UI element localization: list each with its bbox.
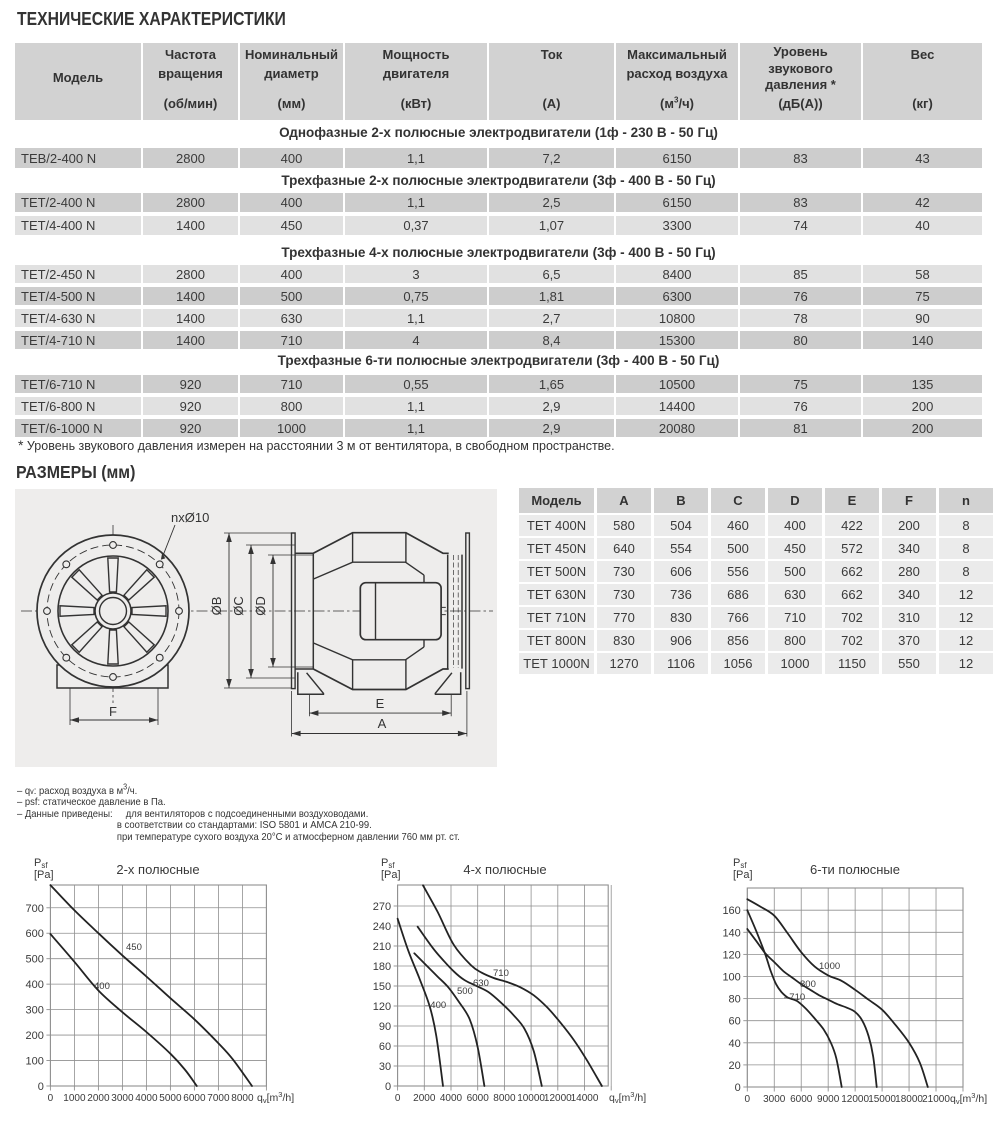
svg-text:60: 60	[379, 1041, 391, 1053]
svg-text:[Pa]: [Pa]	[381, 869, 401, 881]
svg-text:0: 0	[48, 1093, 54, 1104]
svg-text:qv[m3/h]: qv[m3/h]	[950, 1091, 987, 1106]
svg-text:E: E	[376, 696, 385, 711]
svg-text:710: 710	[493, 968, 509, 979]
svg-text:0: 0	[395, 1093, 401, 1104]
svg-text:–400: –400	[425, 1000, 446, 1011]
svg-text:600: 600	[26, 928, 44, 940]
svg-text:ØD: ØD	[253, 596, 268, 616]
svg-text:450: 450	[126, 942, 142, 953]
svg-text:10000: 10000	[517, 1093, 545, 1104]
svg-text:40: 40	[729, 1038, 741, 1050]
svg-text:20: 20	[729, 1060, 741, 1072]
svg-text:21000: 21000	[922, 1094, 950, 1105]
svg-text:0: 0	[38, 1081, 44, 1093]
svg-text:180: 180	[373, 961, 391, 973]
svg-text:630: 630	[473, 978, 489, 989]
svg-text:120: 120	[722, 949, 740, 961]
svg-text:2-х полюсные: 2-х полюсные	[116, 862, 199, 877]
svg-text:3000: 3000	[111, 1093, 134, 1104]
svg-text:7000: 7000	[207, 1093, 230, 1104]
svg-text:F: F	[109, 704, 117, 719]
svg-text:qv[m3/h]: qv[m3/h]	[257, 1090, 294, 1105]
svg-text:240: 240	[373, 921, 391, 933]
svg-text:18000: 18000	[895, 1094, 923, 1105]
svg-text:160: 160	[722, 905, 740, 917]
svg-text:nxØ10: nxØ10	[171, 510, 209, 525]
svg-text:800: 800	[800, 979, 816, 990]
svg-text:Psf: Psf	[34, 857, 48, 870]
svg-text:270: 270	[373, 901, 391, 913]
svg-text:500: 500	[26, 954, 44, 966]
svg-text:60: 60	[729, 1016, 741, 1028]
svg-text:15000: 15000	[868, 1094, 896, 1105]
svg-text:9000: 9000	[817, 1094, 840, 1105]
svg-text:8000: 8000	[231, 1093, 254, 1104]
svg-text:6-ти полюсные: 6-ти полюсные	[810, 862, 900, 877]
svg-text:5000: 5000	[159, 1093, 182, 1104]
svg-text:0: 0	[745, 1094, 751, 1105]
svg-text:6000: 6000	[183, 1093, 206, 1104]
svg-text:100: 100	[722, 972, 740, 984]
svg-text:6000: 6000	[467, 1093, 490, 1104]
svg-text:4-х полюсные: 4-х полюсные	[463, 862, 546, 877]
svg-text:80: 80	[729, 994, 741, 1006]
svg-text:30: 30	[379, 1061, 391, 1073]
svg-text:3000: 3000	[763, 1094, 786, 1105]
svg-text:6000: 6000	[790, 1094, 813, 1105]
svg-text:2000: 2000	[413, 1093, 436, 1104]
svg-text:[Pa]: [Pa]	[733, 869, 753, 881]
svg-text:120: 120	[373, 1001, 391, 1013]
svg-text:2000: 2000	[87, 1093, 110, 1104]
svg-text:14000: 14000	[571, 1093, 599, 1104]
svg-text:90: 90	[379, 1021, 391, 1033]
svg-text:210: 210	[373, 941, 391, 953]
svg-text:4000: 4000	[440, 1093, 463, 1104]
svg-text:150: 150	[373, 981, 391, 993]
svg-text:–710: –710	[784, 992, 805, 1003]
svg-text:700: 700	[26, 903, 44, 915]
svg-text:[Pa]: [Pa]	[34, 869, 54, 881]
svg-text:12000: 12000	[841, 1094, 869, 1105]
svg-text:100: 100	[26, 1056, 44, 1068]
svg-text:140: 140	[722, 927, 740, 939]
svg-text:400: 400	[94, 981, 110, 992]
svg-text:200: 200	[26, 1030, 44, 1042]
svg-text:0: 0	[385, 1081, 391, 1093]
svg-text:1000: 1000	[819, 961, 840, 972]
svg-text:Psf: Psf	[733, 857, 747, 870]
svg-text:300: 300	[26, 1005, 44, 1017]
svg-text:ØB: ØB	[209, 597, 224, 616]
svg-text:Psf: Psf	[381, 857, 395, 870]
svg-text:A: A	[378, 716, 387, 731]
svg-text:ØC: ØC	[231, 596, 246, 616]
svg-text:500: 500	[457, 986, 473, 997]
svg-text:0: 0	[735, 1082, 741, 1094]
svg-text:400: 400	[26, 979, 44, 991]
svg-text:1000: 1000	[63, 1093, 86, 1104]
svg-text:qv[m3/h]: qv[m3/h]	[609, 1090, 646, 1105]
svg-text:12000: 12000	[544, 1093, 572, 1104]
svg-text:4000: 4000	[135, 1093, 158, 1104]
svg-text:8000: 8000	[493, 1093, 516, 1104]
